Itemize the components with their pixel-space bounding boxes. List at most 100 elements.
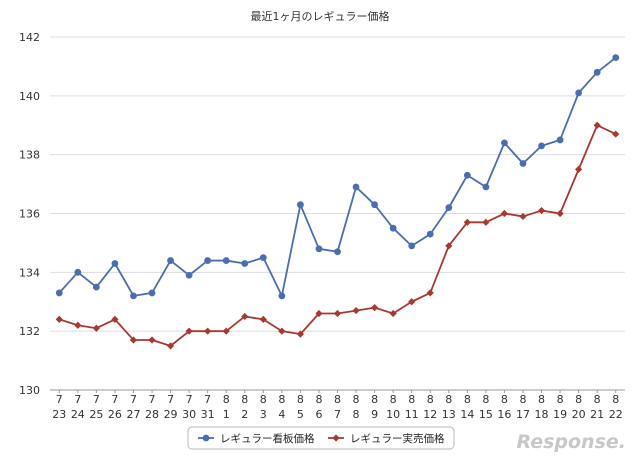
x-tick-day-label: 9	[371, 408, 378, 421]
legend-marker-swatch	[202, 434, 210, 442]
x-tick-day-label: 23	[52, 408, 66, 421]
x-tick-month-label: 8	[408, 393, 415, 406]
data-point	[426, 289, 434, 297]
x-tick-month-label: 8	[315, 393, 322, 406]
data-point	[166, 342, 175, 350]
data-point	[408, 298, 416, 306]
x-tick-day-label: 10	[386, 408, 400, 421]
x-tick-day-label: 22	[609, 408, 623, 421]
data-point	[370, 304, 379, 312]
x-tick-day-label: 15	[479, 408, 493, 421]
y-tick-label: 138	[19, 149, 40, 162]
data-point	[575, 165, 583, 173]
data-point	[519, 212, 527, 221]
data-point	[612, 130, 620, 138]
x-tick-day-label: 26	[108, 408, 122, 421]
x-tick-day-label: 2	[241, 408, 248, 421]
data-point	[389, 224, 397, 232]
y-tick-label: 130	[19, 384, 40, 397]
data-point	[315, 245, 323, 253]
data-point	[185, 271, 193, 279]
x-tick-month-label: 7	[186, 393, 193, 406]
x-tick-day-label: 18	[535, 408, 549, 421]
x-tick-month-label: 8	[241, 393, 248, 406]
data-point	[111, 315, 119, 323]
data-point	[593, 121, 601, 129]
x-tick-month-label: 8	[445, 393, 452, 406]
data-point	[352, 183, 360, 191]
x-tick-month-label: 8	[501, 393, 508, 406]
y-tick-label: 140	[19, 90, 40, 103]
x-tick-month-label: 8	[464, 393, 471, 406]
x-tick-day-label: 3	[260, 408, 267, 421]
data-point	[556, 209, 564, 218]
x-tick-day-label: 20	[572, 408, 586, 421]
x-tick-day-label: 6	[315, 408, 322, 421]
legend-label: レギュラー実売価格	[350, 432, 445, 445]
data-point	[463, 218, 471, 226]
data-point	[148, 289, 156, 297]
legend: レギュラー看板価格 レギュラー実売価格	[187, 426, 455, 450]
x-tick-month-label: 7	[56, 393, 63, 406]
x-tick-day-label: 16	[497, 408, 511, 421]
x-tick-day-label: 17	[516, 408, 530, 421]
x-tick-day-label: 29	[164, 408, 178, 421]
x-tick-month-label: 8	[538, 393, 545, 406]
x-tick-day-label: 19	[553, 408, 567, 421]
x-tick-month-label: 8	[427, 393, 434, 406]
x-tick-day-label: 27	[126, 408, 140, 421]
data-point	[556, 136, 564, 144]
legend-label: レギュラー看板価格	[220, 432, 315, 445]
x-tick-day-label: 7	[334, 408, 341, 421]
x-tick-month-label: 8	[612, 393, 619, 406]
x-tick-month-label: 7	[149, 393, 156, 406]
y-tick-label: 136	[19, 208, 40, 221]
x-tick-day-label: 1	[223, 408, 230, 421]
data-point	[111, 260, 119, 267]
data-point	[334, 248, 341, 256]
x-tick-day-label: 13	[442, 408, 456, 421]
legend-entry: レギュラー実売価格	[328, 432, 445, 445]
data-point	[92, 324, 100, 332]
y-tick-label: 134	[19, 266, 40, 279]
data-point	[333, 309, 342, 318]
grid-layer	[50, 36, 625, 391]
data-point	[259, 254, 267, 262]
data-point	[612, 54, 620, 61]
data-point	[55, 315, 63, 323]
data-point	[259, 315, 267, 323]
x-tick-month-label: 7	[74, 393, 81, 406]
x-tick-month-label: 8	[334, 393, 341, 406]
x-tick-day-label: 28	[145, 408, 159, 421]
data-point	[297, 201, 304, 209]
x-tick-month-label: 8	[557, 393, 564, 406]
data-point	[593, 68, 601, 76]
data-point	[148, 336, 156, 344]
x-tick-month-label: 7	[111, 393, 118, 406]
x-tick-month-label: 8	[297, 393, 304, 406]
y-tick-label: 142	[19, 31, 40, 44]
data-point	[500, 209, 509, 218]
data-point	[389, 309, 397, 318]
x-tick-month-label: 8	[575, 393, 582, 406]
data-point	[92, 283, 100, 291]
data-point	[130, 292, 137, 300]
data-point	[426, 230, 434, 238]
x-tick-day-label: 21	[590, 408, 604, 421]
x-tick-month-label: 8	[482, 393, 489, 406]
x-tick-month-label: 7	[204, 393, 211, 406]
x-tick-day-label: 14	[460, 408, 474, 421]
data-point	[445, 242, 453, 250]
x-tick-month-label: 7	[93, 393, 100, 406]
x-tick-day-label: 30	[182, 408, 196, 421]
series-1	[55, 54, 620, 300]
data-point	[371, 201, 378, 209]
data-point	[575, 89, 583, 97]
x-tick-month-label: 8	[223, 393, 230, 406]
data-point	[278, 327, 286, 335]
series-2	[55, 121, 620, 350]
data-point	[278, 292, 286, 300]
data-point	[463, 171, 471, 179]
